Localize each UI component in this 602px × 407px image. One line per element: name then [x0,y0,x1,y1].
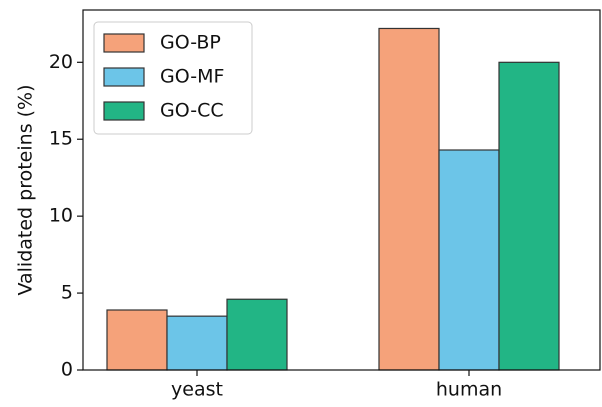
y-tick-label: 15 [49,128,73,150]
legend-label: GO-BP [160,32,221,54]
y-axis-label: Validated proteins (%) [15,84,37,295]
bar [498,61,560,371]
plot-frame [82,9,601,371]
legend-swatch [103,101,145,121]
y-tick-label: 0 [61,359,73,381]
legend-swatch [103,33,145,53]
bar [438,149,500,371]
bar [378,27,440,371]
y-tick-label: 20 [49,51,73,73]
legend-label: GO-MF [160,66,224,88]
bar [226,298,288,371]
legend-swatch [103,67,145,87]
x-tick-label: yeast [171,379,223,401]
legend-label: GO-CC [160,100,224,122]
x-tick-label: human [436,379,502,401]
y-tick-label: 10 [49,205,73,227]
y-tick-label: 5 [61,282,73,304]
bar [166,315,228,371]
bar [106,309,168,371]
